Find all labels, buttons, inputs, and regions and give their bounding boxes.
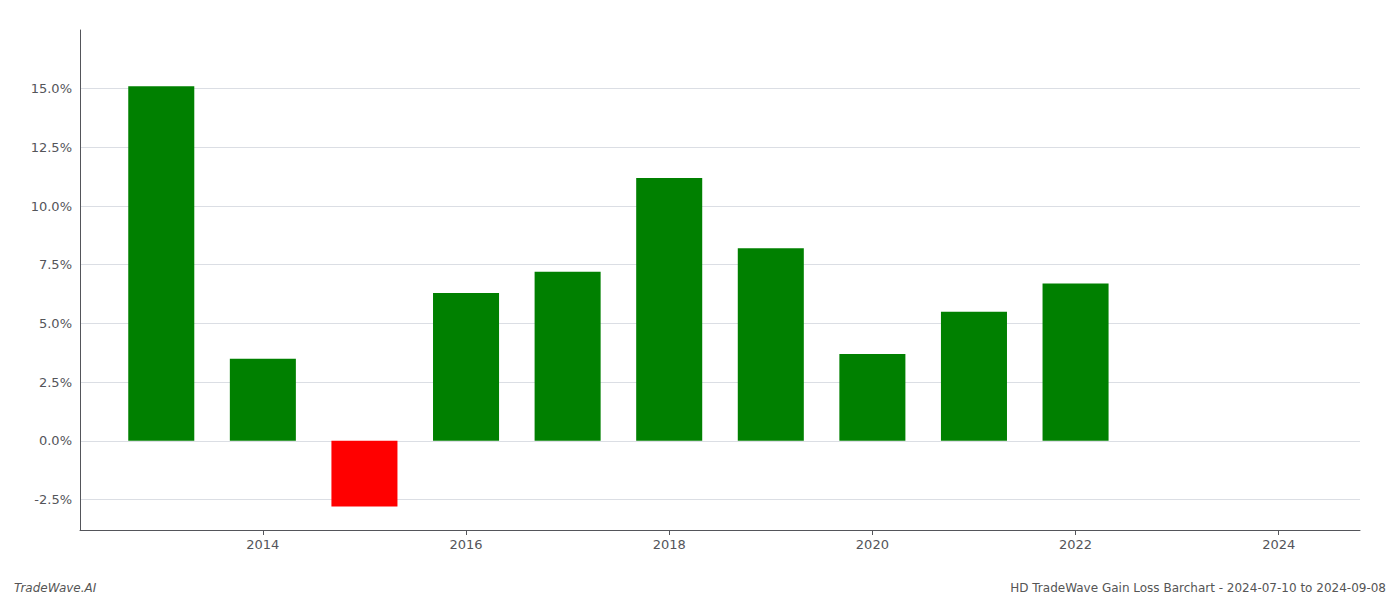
svg-text:10.0%: 10.0%: [31, 199, 72, 214]
svg-text:HD TradeWave Gain Loss Barchar: HD TradeWave Gain Loss Barchart - 2024-0…: [1010, 581, 1386, 595]
svg-text:12.5%: 12.5%: [31, 140, 72, 155]
svg-text:15.0%: 15.0%: [31, 81, 72, 96]
svg-text:2014: 2014: [246, 537, 279, 552]
svg-text:2022: 2022: [1059, 537, 1092, 552]
svg-text:2016: 2016: [449, 537, 482, 552]
svg-text:-2.5%: -2.5%: [34, 492, 72, 507]
svg-text:2018: 2018: [653, 537, 686, 552]
svg-text:2020: 2020: [856, 537, 889, 552]
svg-text:7.5%: 7.5%: [39, 257, 72, 272]
svg-text:5.0%: 5.0%: [39, 316, 72, 331]
svg-text:0.0%: 0.0%: [39, 433, 72, 448]
svg-text:2.5%: 2.5%: [39, 375, 72, 390]
svg-text:TradeWave.AI: TradeWave.AI: [14, 581, 97, 595]
svg-text:2024: 2024: [1262, 537, 1295, 552]
